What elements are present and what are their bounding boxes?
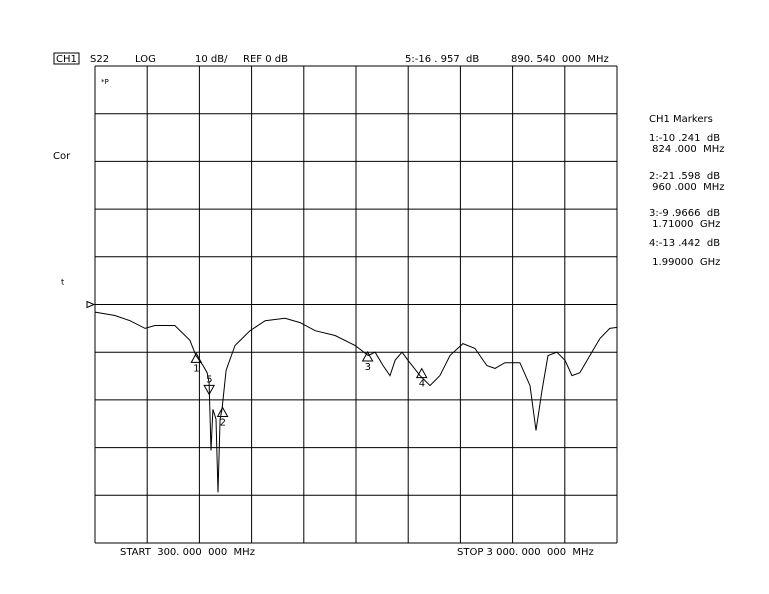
parameter: S22 [90,54,109,65]
marker [415,367,428,379]
marker-readout: 960 .000 MHz [649,182,724,193]
marker-panel-title: CH1 Markers [649,114,713,125]
marker-label: 1 [193,363,199,374]
marker-label: 3 [365,362,371,373]
marker [203,384,216,396]
marker-readout: 1:-10 .241 dB [649,133,720,144]
marker-readout: 2:-21 .598 dB [649,171,720,182]
marker-label: 4 [419,379,425,390]
start-freq: START 300. 000 000 MHz [120,547,255,558]
marker-readout: 1.99000 GHz [649,257,720,268]
trace [94,311,618,493]
level-mark: t [61,278,64,287]
marker [361,351,374,362]
active-marker-value: 5:-16 . 957 dB [405,54,479,65]
marker-readout: 3:-9 .9666 dB [649,208,720,219]
reference: REF 0 dB [243,54,288,65]
active-marker-freq: 890. 540 000 MHz [511,54,609,65]
marker-readout: 4:-13 .442 dB [649,238,720,249]
format: LOG [135,54,156,65]
marker-readout: 1.71000 GHz [649,219,720,230]
marker [190,352,203,363]
scale: 10 dB/ [195,54,228,65]
correction: Cor [53,151,71,162]
channel-box [53,52,80,65]
marker-label: 5 [206,374,212,385]
channel: CH1 [56,54,77,65]
marker-readout: 824 .000 MHz [649,144,724,155]
reference-pointer [86,300,96,309]
stop-freq: STOP 3 000. 000 000 MHz [457,547,594,558]
status: *P [101,78,109,86]
marker [216,406,229,418]
marker-label: 2 [220,418,226,429]
